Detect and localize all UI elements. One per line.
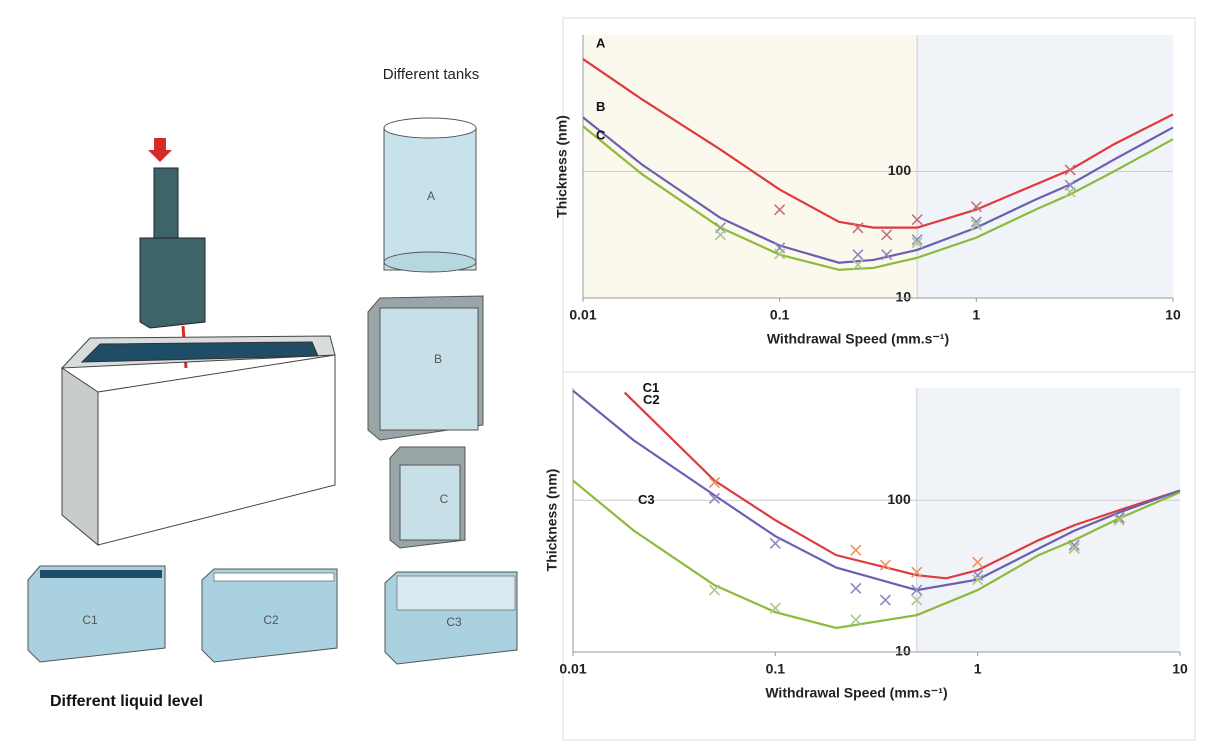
marker (850, 614, 862, 626)
region (583, 35, 918, 298)
x-tick-label: 10 (1172, 661, 1188, 677)
y-axis-label: Thickness (nm) (554, 115, 570, 218)
tank-c2 (201, 568, 338, 663)
arrow (148, 138, 172, 162)
region (573, 388, 917, 652)
tank-c1-surface (40, 570, 162, 578)
marker (911, 234, 923, 246)
curve (582, 58, 1174, 229)
marker (970, 201, 982, 213)
levels-title: Different liquid level (50, 693, 203, 710)
tank-label: A (427, 189, 435, 203)
marker (1064, 164, 1076, 176)
tank-b-liquid (379, 307, 479, 431)
tank-label: C1 (82, 613, 98, 627)
marker (708, 584, 720, 596)
x-tick-label: 0.01 (559, 661, 586, 677)
marker (911, 214, 923, 226)
marker (879, 594, 891, 606)
curve (572, 479, 1181, 630)
tank-label: C2 (263, 613, 279, 627)
tank-label: C (440, 492, 449, 506)
marker (972, 574, 984, 586)
dip-coater (60, 138, 336, 547)
series-label: C1 (643, 380, 660, 395)
substrate (139, 237, 206, 329)
tank-a-bottom (383, 251, 477, 273)
panel (562, 371, 1196, 741)
marker (769, 537, 781, 549)
liquid (80, 341, 319, 363)
marker (970, 219, 982, 231)
series-label: A (596, 36, 606, 51)
marker (774, 248, 786, 260)
x-axis-label: Withdrawal Speed (mm.s⁻¹) (765, 685, 947, 701)
marker (850, 582, 862, 594)
x-tick-label: 0.1 (770, 307, 790, 323)
y-tick-label: 10 (895, 643, 911, 659)
marker (1113, 514, 1125, 526)
marker (708, 492, 720, 504)
region (916, 388, 1180, 652)
x-tick-label: 0.1 (766, 661, 786, 677)
series-label: B (596, 99, 605, 114)
marker (850, 544, 862, 556)
tank-label: B (434, 352, 442, 366)
x-tick-label: 10 (1165, 307, 1181, 323)
marker (972, 556, 984, 568)
marker (852, 249, 864, 261)
marker (774, 204, 786, 216)
marker (881, 229, 893, 241)
y-tick-label: 100 (888, 162, 912, 178)
curve (582, 125, 1174, 271)
marker (879, 559, 891, 571)
tanks (27, 117, 518, 665)
region (917, 35, 1173, 298)
y-axis-label: Thickness (nm) (544, 469, 560, 572)
marker (1068, 542, 1080, 554)
tank-a (383, 127, 477, 271)
x-tick-label: 1 (972, 307, 980, 323)
marker (972, 569, 984, 581)
series-label: C (596, 128, 606, 143)
x-axis-label: Withdrawal Speed (mm.s⁻¹) (767, 331, 949, 347)
tank-c1 (27, 565, 166, 663)
series-label: C2 (643, 392, 660, 407)
marker (852, 222, 864, 234)
x-tick-label: 0.01 (569, 307, 596, 323)
tank-c2-gap (213, 572, 335, 582)
x-tick-label: 1 (974, 661, 982, 677)
y-tick-label: 10 (896, 289, 912, 305)
tank-front (97, 354, 336, 546)
tanks-title: Different tanks (383, 66, 479, 83)
curve (623, 391, 1181, 580)
y-tick-label: 100 (887, 491, 911, 507)
marker (852, 259, 864, 271)
marker (714, 229, 727, 241)
tank-side (61, 367, 99, 547)
marker (911, 594, 923, 606)
curve (582, 116, 1174, 264)
tank-c-liquid (399, 464, 461, 541)
marker (970, 216, 982, 228)
tank-label: C3 (446, 615, 462, 629)
marker (708, 476, 720, 489)
marker (911, 566, 923, 578)
marker (1064, 186, 1076, 198)
marker (911, 237, 923, 249)
marker (881, 249, 893, 261)
marker (769, 602, 781, 614)
tank-c3-gap (396, 575, 516, 611)
series-label: C3 (638, 492, 655, 507)
tank-a-top (383, 117, 477, 139)
marker (911, 584, 923, 596)
